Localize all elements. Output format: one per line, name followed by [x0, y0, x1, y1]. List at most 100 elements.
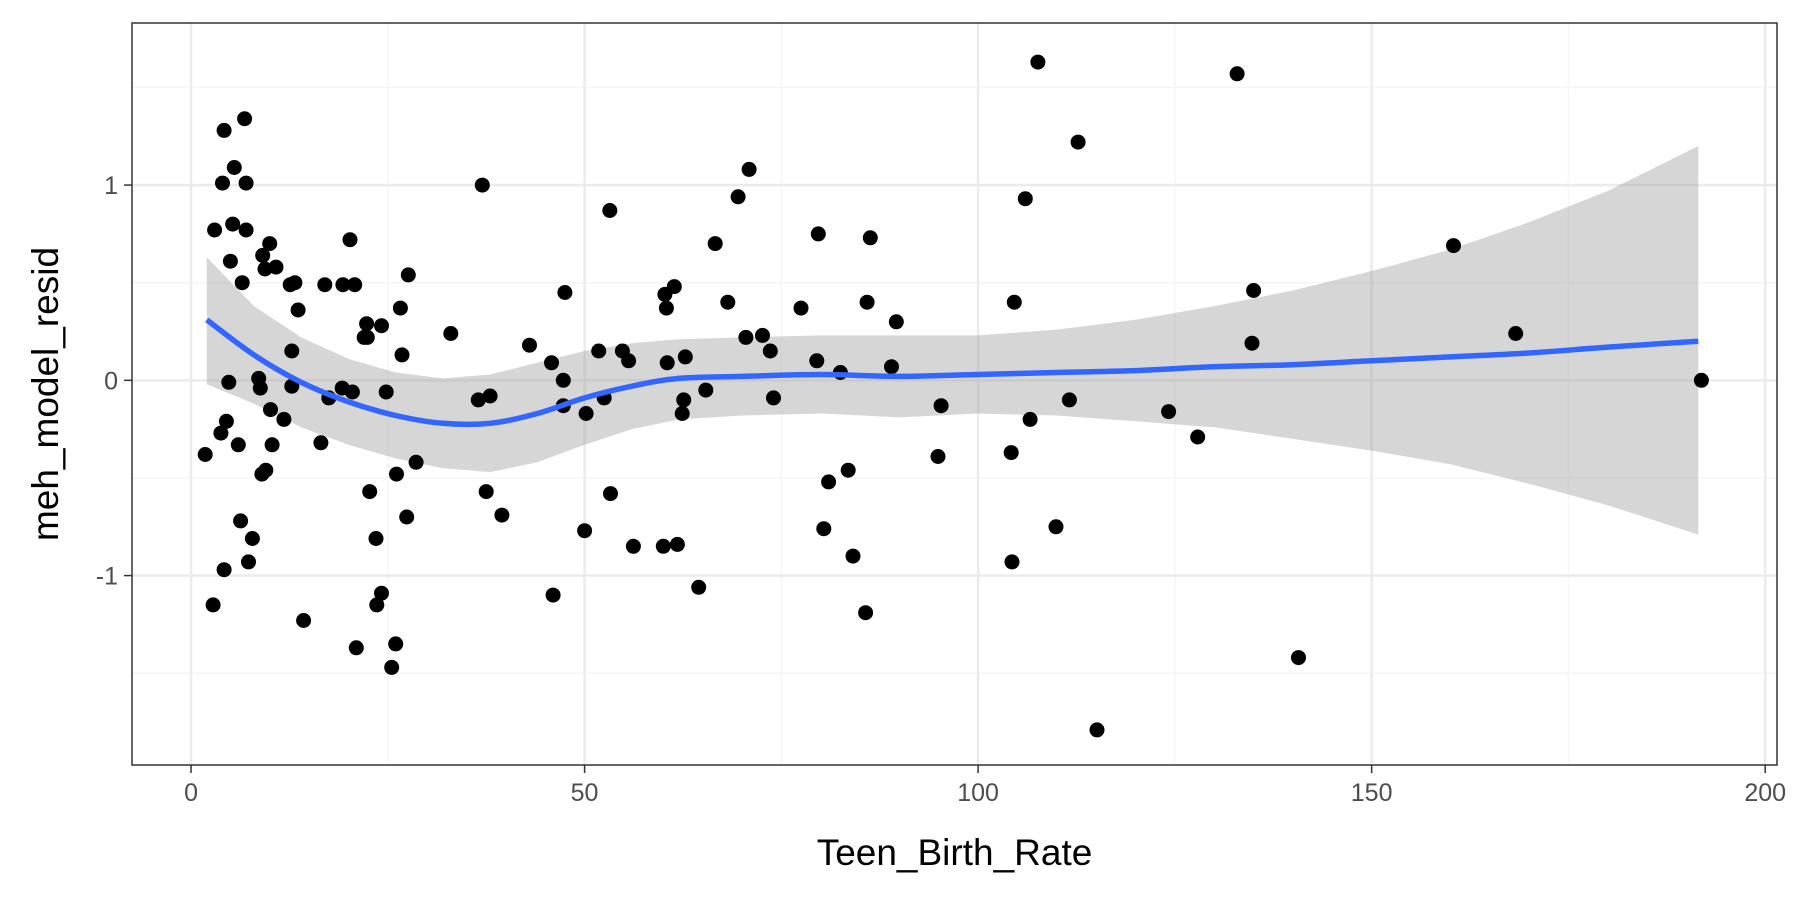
data-point [225, 216, 241, 232]
data-point [625, 538, 641, 554]
data-point [378, 384, 394, 400]
y-axis: -1 0 1 [96, 172, 132, 591]
data-point [348, 640, 364, 656]
data-point [738, 329, 754, 345]
data-point [816, 521, 832, 537]
minor-gridlines [132, 23, 1777, 765]
y-tick-label: 1 [104, 172, 118, 200]
data-point [698, 382, 714, 398]
data-point [1006, 294, 1022, 310]
data-point [388, 636, 404, 652]
data-point [263, 402, 278, 418]
data-point [238, 175, 254, 191]
data-point [233, 513, 249, 529]
data-point [394, 347, 410, 363]
x-tick-label: 50 [571, 779, 599, 807]
data-point [276, 411, 292, 427]
data-point [368, 531, 384, 546]
data-point [262, 236, 278, 252]
data-point [344, 384, 360, 400]
data-point [655, 538, 671, 554]
data-point [1446, 238, 1461, 254]
data-point [218, 413, 234, 429]
data-point [482, 388, 498, 404]
data-point [399, 509, 415, 525]
data-point [296, 613, 312, 628]
data-point [1161, 404, 1177, 420]
data-point [659, 355, 675, 371]
data-point [810, 226, 826, 242]
data-point [762, 343, 778, 359]
data-point [342, 232, 358, 248]
data-point [478, 484, 494, 500]
data-point [1246, 283, 1262, 298]
data-point [374, 585, 389, 601]
panel-border [131, 22, 1778, 766]
data-point [666, 279, 682, 295]
data-point [545, 587, 561, 603]
data-point [658, 300, 674, 316]
data-point [1022, 411, 1038, 427]
data-point [730, 189, 746, 205]
data-point [347, 277, 363, 293]
data-point [287, 275, 303, 291]
data-point [766, 390, 781, 406]
data-point [392, 300, 408, 316]
data-point [933, 398, 949, 414]
data-point [369, 597, 385, 613]
data-point [216, 122, 232, 138]
data-point [591, 343, 607, 359]
data-point [258, 462, 274, 478]
data-point [669, 536, 685, 552]
data-point [222, 253, 238, 269]
data-point [335, 277, 351, 293]
data-point [821, 474, 837, 490]
y-tick-label: 0 [104, 367, 118, 395]
data-point [1003, 445, 1019, 461]
data-point [234, 275, 250, 291]
data-point [362, 484, 378, 500]
data-point [755, 327, 770, 343]
data-point [264, 437, 280, 453]
data-point [474, 177, 490, 193]
data-point [691, 579, 707, 595]
data-point [230, 437, 246, 453]
data-point [216, 562, 232, 578]
x-tick-label: 200 [1744, 779, 1786, 807]
data-point [793, 300, 809, 316]
data-point [384, 659, 400, 675]
data-point [555, 372, 571, 388]
data-point [578, 406, 594, 421]
data-point [862, 230, 878, 246]
data-points [197, 54, 1709, 738]
data-point [858, 605, 874, 621]
data-point [621, 353, 637, 369]
data-point [317, 277, 333, 293]
confidence-band [206, 146, 1699, 535]
data-point [241, 554, 256, 570]
data-point [408, 454, 424, 470]
data-point [1244, 335, 1260, 351]
data-point [1089, 722, 1105, 738]
x-tick-label: 150 [1351, 779, 1393, 807]
data-point [676, 392, 692, 408]
y-axis-title: meh_model_resid [25, 247, 66, 541]
data-point [374, 318, 389, 334]
data-point [577, 523, 593, 539]
data-point [359, 316, 375, 332]
data-point [213, 425, 229, 441]
data-point [389, 466, 404, 482]
data-point [720, 294, 736, 310]
data-point [268, 259, 284, 275]
data-point [290, 302, 306, 318]
major-gridlines [132, 23, 1777, 765]
data-point [494, 507, 510, 523]
data-point [205, 597, 221, 613]
data-point [544, 355, 559, 371]
data-point [884, 359, 899, 375]
data-point [1017, 191, 1033, 207]
x-axis: 0 50 100 150 200 [184, 765, 1786, 807]
data-point [1004, 554, 1020, 570]
data-point [707, 236, 723, 252]
